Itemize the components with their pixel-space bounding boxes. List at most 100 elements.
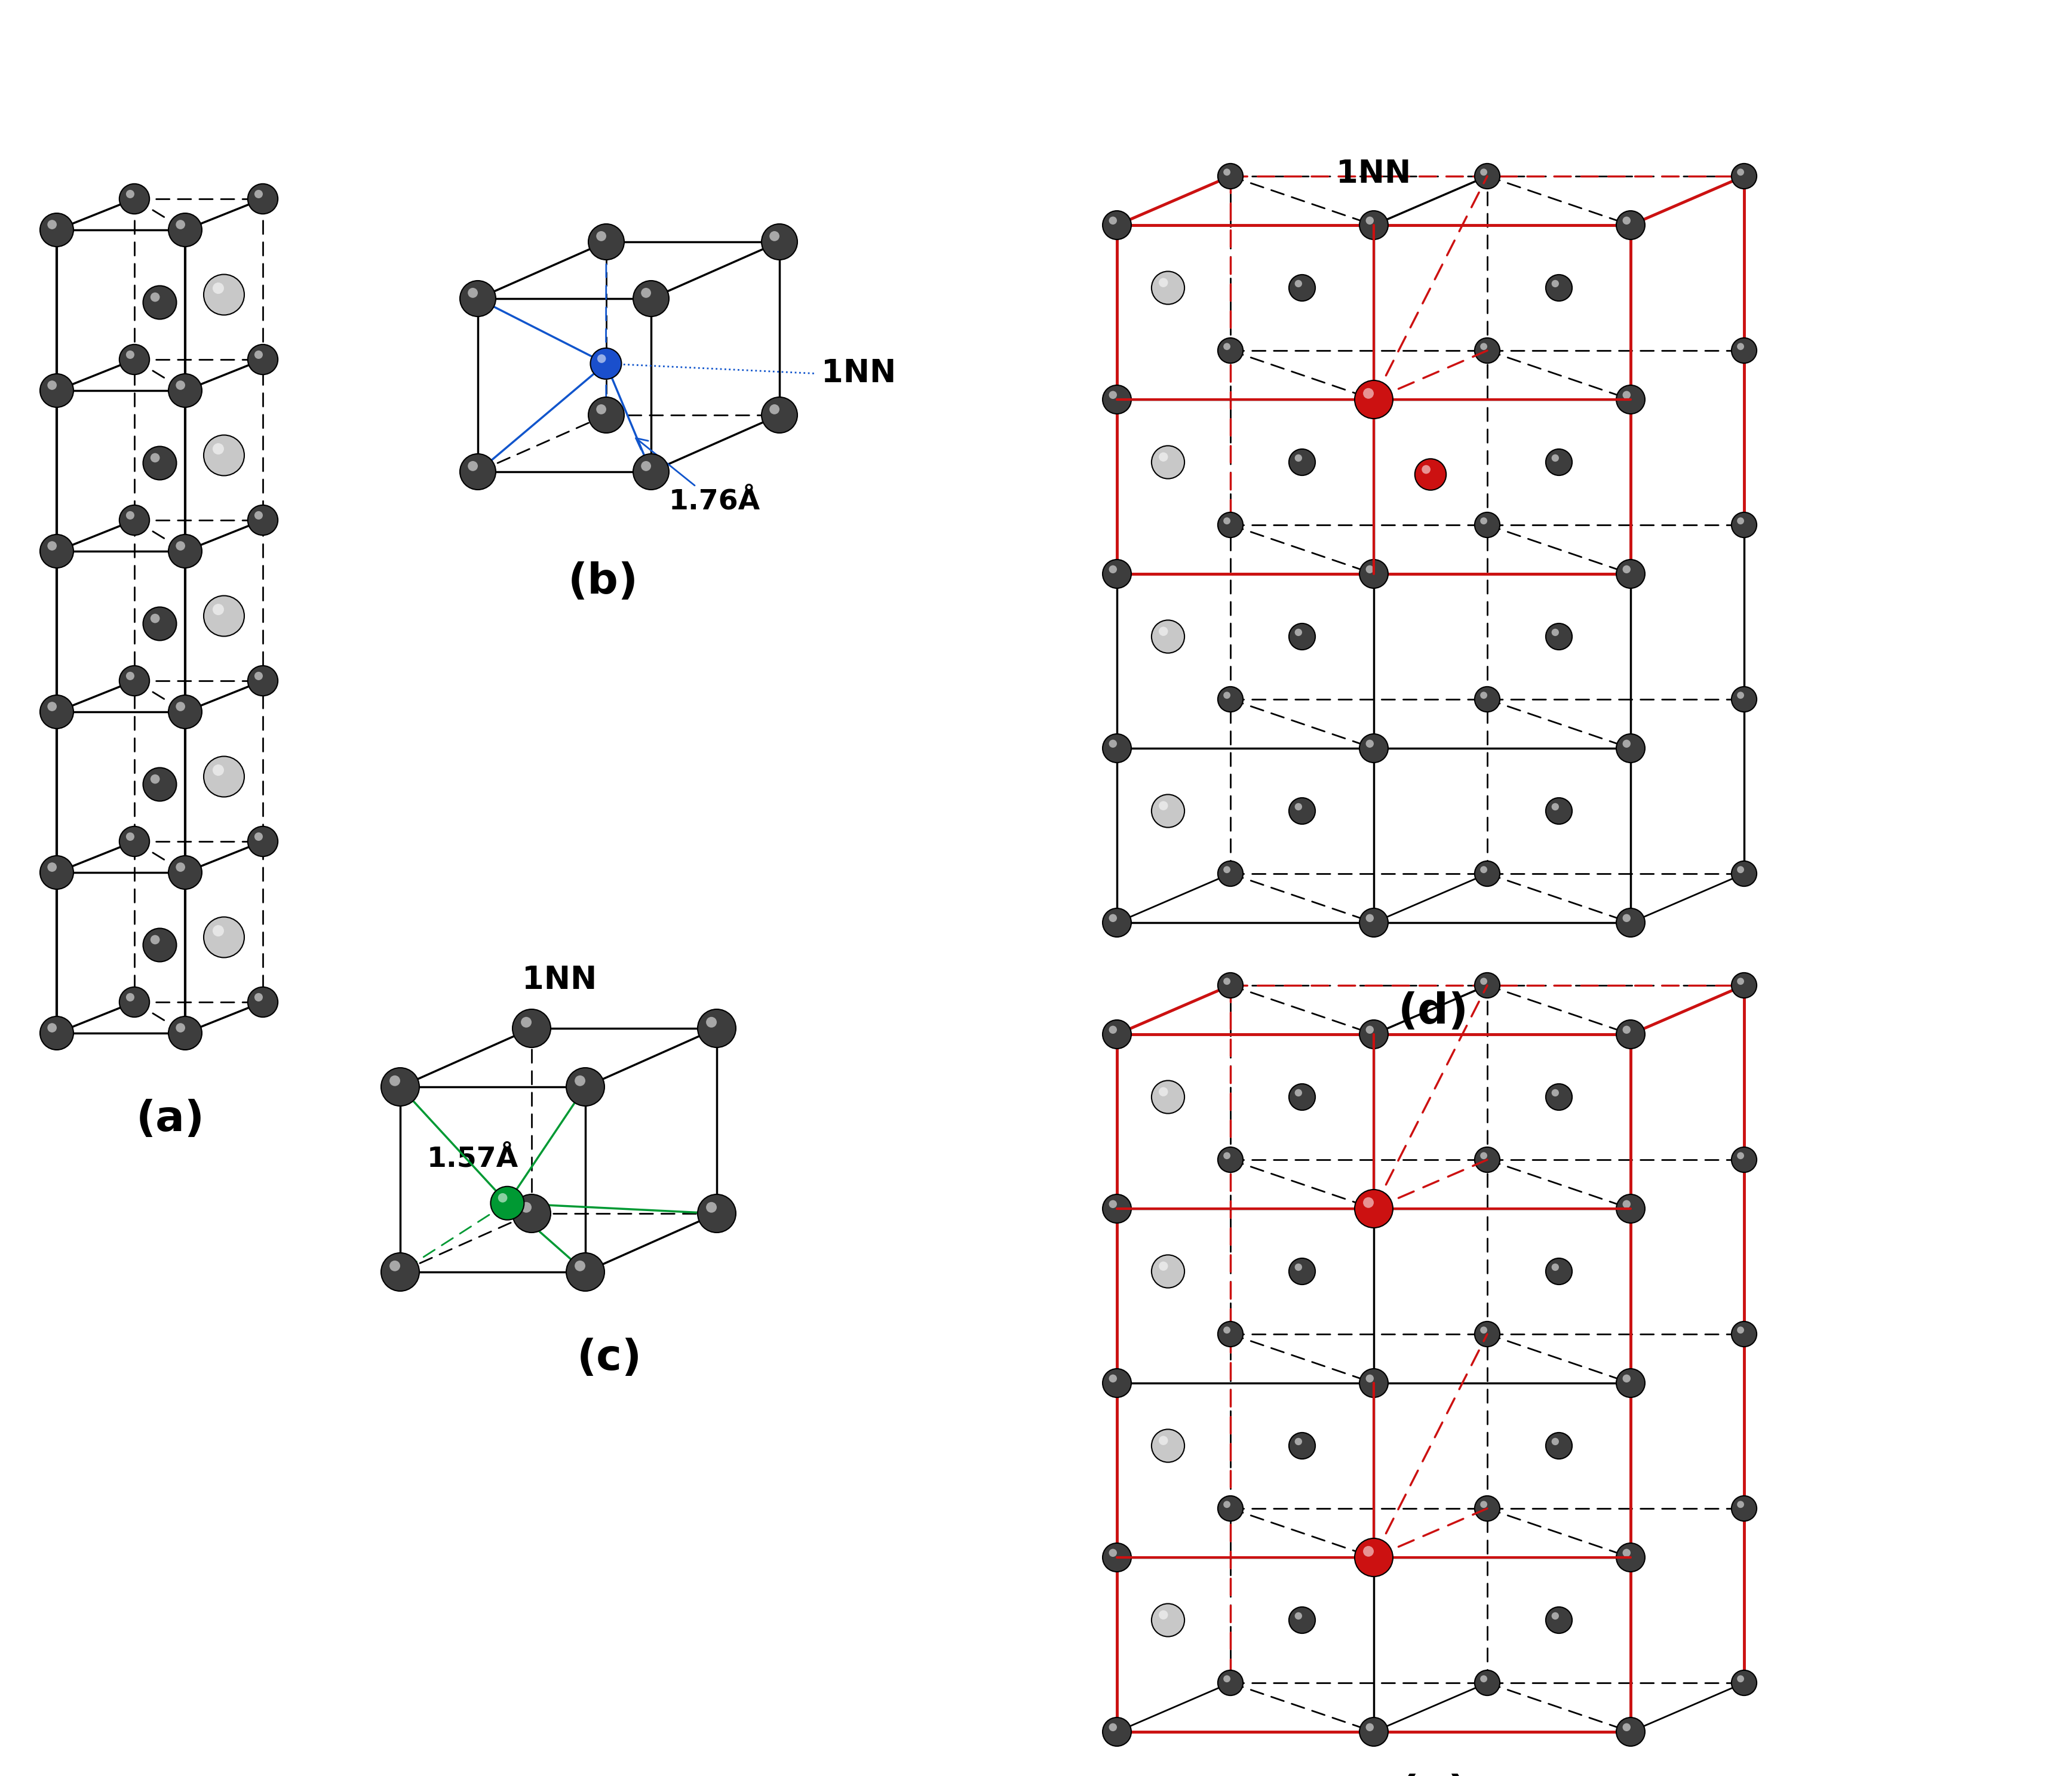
Circle shape: [1622, 1375, 1631, 1382]
Circle shape: [762, 224, 798, 259]
Circle shape: [1102, 559, 1131, 588]
Circle shape: [1109, 217, 1117, 224]
Circle shape: [468, 462, 479, 471]
Circle shape: [39, 1016, 73, 1050]
Circle shape: [512, 1193, 551, 1233]
Circle shape: [1552, 1263, 1558, 1272]
Circle shape: [1158, 1611, 1169, 1620]
Circle shape: [1616, 1369, 1645, 1398]
Circle shape: [1222, 517, 1231, 524]
Circle shape: [640, 288, 651, 298]
Circle shape: [1359, 211, 1388, 240]
Circle shape: [1359, 1369, 1388, 1398]
Circle shape: [1736, 691, 1745, 698]
Circle shape: [1222, 1153, 1231, 1160]
Circle shape: [1365, 1375, 1374, 1382]
Circle shape: [1475, 861, 1500, 886]
Circle shape: [707, 1018, 717, 1028]
Circle shape: [1359, 559, 1388, 588]
Circle shape: [460, 455, 495, 490]
Circle shape: [1732, 1495, 1757, 1520]
Circle shape: [1546, 449, 1573, 476]
Circle shape: [1622, 915, 1631, 922]
Circle shape: [1475, 1669, 1500, 1696]
Circle shape: [1546, 623, 1573, 650]
Circle shape: [120, 504, 149, 535]
Circle shape: [249, 826, 278, 856]
Circle shape: [1475, 1147, 1500, 1172]
Circle shape: [120, 987, 149, 1018]
Circle shape: [1222, 1501, 1231, 1508]
Circle shape: [1295, 1089, 1301, 1096]
Circle shape: [151, 614, 160, 623]
Circle shape: [1218, 163, 1243, 188]
Circle shape: [1732, 973, 1757, 998]
Circle shape: [1363, 1197, 1374, 1208]
Circle shape: [1365, 1723, 1374, 1732]
Circle shape: [1222, 867, 1231, 874]
Circle shape: [1479, 691, 1488, 698]
Circle shape: [1158, 627, 1169, 636]
Circle shape: [1365, 1027, 1374, 1034]
Circle shape: [707, 1202, 717, 1213]
Circle shape: [1552, 1089, 1558, 1096]
Circle shape: [1152, 1430, 1185, 1462]
Circle shape: [640, 462, 651, 471]
Circle shape: [1109, 1201, 1117, 1208]
Circle shape: [48, 1023, 56, 1032]
Circle shape: [1732, 687, 1757, 712]
Circle shape: [1359, 1193, 1388, 1224]
Text: (b): (b): [568, 561, 638, 602]
Circle shape: [1152, 1256, 1185, 1288]
Circle shape: [1616, 559, 1645, 588]
Circle shape: [1552, 803, 1558, 810]
Circle shape: [1289, 623, 1316, 650]
Circle shape: [762, 398, 798, 433]
Circle shape: [1109, 739, 1117, 748]
Circle shape: [1109, 1723, 1117, 1732]
Circle shape: [698, 1009, 736, 1048]
Circle shape: [1355, 1538, 1392, 1577]
Circle shape: [1736, 1153, 1745, 1160]
Circle shape: [1479, 1153, 1488, 1160]
Circle shape: [176, 1023, 184, 1032]
Circle shape: [512, 1009, 551, 1048]
Circle shape: [381, 1252, 419, 1291]
Circle shape: [1616, 1019, 1645, 1048]
Circle shape: [1158, 1261, 1169, 1270]
Circle shape: [1158, 801, 1169, 810]
Circle shape: [1289, 1257, 1316, 1284]
Circle shape: [1616, 908, 1645, 938]
Circle shape: [1622, 739, 1631, 748]
Circle shape: [143, 446, 176, 480]
Circle shape: [634, 281, 669, 316]
Circle shape: [1218, 1669, 1243, 1696]
Circle shape: [48, 220, 56, 229]
Circle shape: [497, 1193, 508, 1202]
Text: 1NN: 1NN: [1336, 158, 1411, 190]
Text: 1.57Å: 1.57Å: [427, 1146, 518, 1172]
Circle shape: [1222, 691, 1231, 698]
Circle shape: [203, 435, 244, 476]
Circle shape: [597, 405, 607, 414]
Circle shape: [1359, 385, 1388, 414]
Circle shape: [39, 535, 73, 568]
Circle shape: [1218, 1495, 1243, 1520]
Circle shape: [176, 380, 184, 391]
Circle shape: [1365, 391, 1374, 400]
Circle shape: [213, 604, 224, 614]
Circle shape: [1479, 1327, 1488, 1334]
Circle shape: [126, 350, 135, 359]
Circle shape: [1616, 733, 1645, 762]
Circle shape: [1475, 163, 1500, 188]
Circle shape: [255, 190, 263, 199]
Circle shape: [1732, 163, 1757, 188]
Circle shape: [1158, 1435, 1169, 1446]
Circle shape: [1732, 337, 1757, 362]
Circle shape: [591, 348, 622, 378]
Circle shape: [1218, 1321, 1243, 1346]
Circle shape: [1546, 1083, 1573, 1110]
Circle shape: [1363, 1545, 1374, 1558]
Circle shape: [213, 282, 224, 293]
Circle shape: [1102, 1369, 1131, 1398]
